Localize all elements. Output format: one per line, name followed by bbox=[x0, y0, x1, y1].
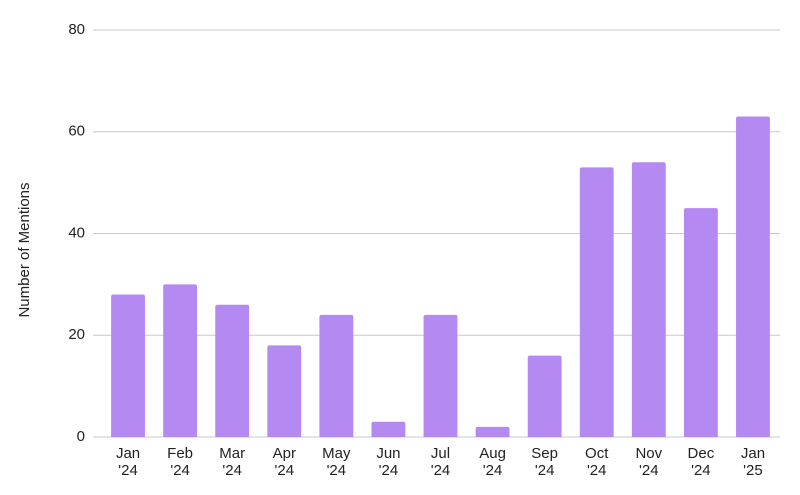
bar bbox=[163, 284, 198, 437]
x-tick-label: Mar '24 bbox=[219, 445, 245, 479]
y-tick-label: 20 bbox=[68, 326, 85, 343]
x-tick-label: Aug '24 bbox=[479, 445, 506, 479]
y-tick-label: 40 bbox=[68, 224, 85, 241]
x-tick-label: Dec '24 bbox=[688, 445, 715, 479]
y-tick-label: 80 bbox=[68, 21, 85, 38]
bar bbox=[319, 314, 354, 437]
bar bbox=[736, 116, 770, 438]
x-tick-label: Feb '24 bbox=[167, 445, 193, 479]
x-tick-label: Apr '24 bbox=[273, 445, 296, 479]
bar bbox=[631, 162, 666, 437]
x-tick-label: Jan '24 bbox=[116, 445, 140, 479]
bar bbox=[475, 426, 510, 437]
x-tick-label: Oct '24 bbox=[585, 445, 609, 479]
bar bbox=[527, 355, 562, 437]
bar bbox=[371, 421, 406, 437]
x-tick-label: Jan '25 bbox=[741, 445, 765, 479]
x-tick-label: Jun '24 bbox=[376, 445, 400, 479]
y-axis-label: Number of Mentions bbox=[16, 182, 33, 317]
bar bbox=[267, 345, 302, 437]
bar bbox=[111, 294, 145, 437]
bar bbox=[683, 208, 718, 437]
bar bbox=[579, 167, 614, 438]
x-tick-label: Sep '24 bbox=[531, 445, 558, 479]
y-tick-label: 0 bbox=[77, 428, 85, 445]
bar bbox=[215, 304, 250, 437]
bar bbox=[423, 314, 458, 437]
x-tick-label: Nov '24 bbox=[635, 445, 662, 479]
x-tick-label: May '24 bbox=[322, 445, 351, 479]
x-tick-label: Jul '24 bbox=[431, 445, 451, 479]
y-tick-label: 60 bbox=[68, 123, 85, 140]
